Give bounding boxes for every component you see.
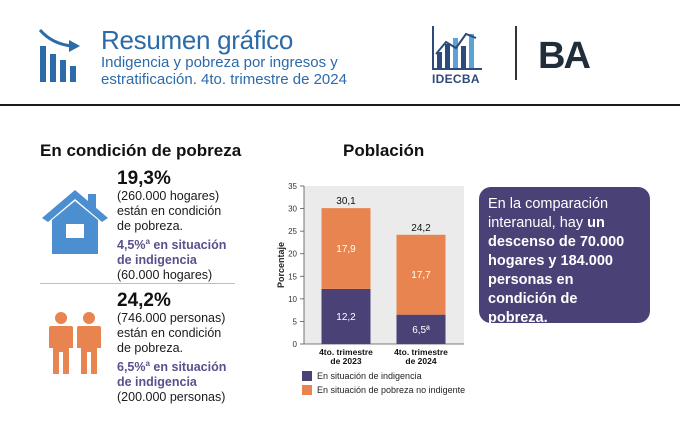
persons-indigence-line2: de indigencia — [117, 375, 197, 390]
bar-value-label: 6,5ª — [412, 325, 430, 336]
households-count: (260.000 hogares) — [117, 189, 220, 203]
ba-logo: BA — [538, 38, 592, 72]
bar-segment-indigence — [321, 288, 371, 344]
households-text-1: están en condición — [117, 204, 222, 218]
persons-text-2: de pobreza. — [117, 341, 184, 355]
persons-indigence-note: a — [145, 359, 150, 368]
bar-value-label: 17,7 — [411, 270, 431, 281]
persons-indigence-text: en situación — [149, 360, 227, 375]
bar-value-label: 12,2 — [336, 312, 356, 323]
persons-indigence: 6,5%a en situación — [117, 356, 257, 375]
y-tick-label: 25 — [288, 227, 297, 236]
persons-count: (746.000 personas) — [117, 311, 226, 325]
legend-label-poverty: En situación de pobreza no indigente — [317, 385, 466, 395]
callout-highlight: un descenso de 70.000 hogares y 184.000 … — [488, 215, 625, 326]
y-tick-label: 30 — [288, 205, 297, 214]
header-divider — [0, 104, 680, 106]
households-indigence-count: (60.000 hogares) — [117, 268, 213, 283]
households-indigence-text: en situación — [149, 238, 227, 253]
y-tick-label: 0 — [293, 340, 298, 349]
households-indigence-line2: de indigencia — [117, 253, 197, 268]
households-percent: 19,3% — [117, 168, 171, 189]
stat-divider — [40, 283, 235, 284]
people-icon — [49, 312, 101, 374]
ba-logo-text: BA — [538, 38, 590, 72]
page-subtitle: Indigencia y pobreza por ingresos y estr… — [101, 54, 347, 88]
persons-percent: 24,2% — [117, 290, 171, 311]
x-tick-label: de 2024 — [405, 356, 436, 366]
logo-divider — [515, 26, 517, 80]
y-axis-label: Porcentaje — [276, 242, 286, 288]
house-icon — [42, 190, 108, 254]
x-tick-label: 4to. trimestre — [319, 347, 373, 357]
header: Resumen gráfico Indigencia y pobreza por… — [0, 0, 680, 104]
bar-value-label: 17,9 — [336, 244, 356, 255]
y-tick-label: 5 — [293, 317, 298, 326]
households-indigence-note: a — [145, 237, 150, 246]
x-tick-label: de 2023 — [330, 356, 361, 366]
persons-text-1: están en condición — [117, 326, 222, 340]
legend-swatch-poverty — [302, 385, 312, 395]
y-tick-label: 15 — [288, 272, 297, 281]
bar-segment-poverty — [396, 234, 446, 315]
persons-stat: 24,2% (746.000 personas) están en condic… — [117, 290, 257, 405]
legend-item-poverty: En situación de pobreza no indigente — [302, 383, 465, 397]
legend-item-indigence: En situación de indigencia — [302, 369, 465, 383]
bar-segment-poverty — [321, 208, 371, 289]
bar-segment-indigence — [396, 314, 446, 344]
idecba-logo-icon — [432, 26, 482, 70]
comparison-callout: En la comparación interanual, hay un des… — [479, 187, 650, 326]
y-tick-label: 10 — [288, 295, 297, 304]
legend-label-indigence: En situación de indigencia — [317, 371, 422, 381]
persons-indigence-value: 6,5% — [117, 360, 146, 375]
households-text-2: de pobreza. — [117, 219, 184, 233]
bar-total-label: 30,1 — [336, 196, 356, 207]
legend-swatch-indigence — [302, 371, 312, 381]
bar-total-label: 24,2 — [411, 223, 431, 234]
idecba-logo-text: IDECBA — [432, 72, 480, 86]
bar-chart-trend-icon — [38, 28, 80, 82]
households-stat: 19,3% (260.000 hogares) están en condici… — [117, 168, 257, 283]
chart-legend: En situación de indigencia En situación … — [302, 369, 465, 397]
page-title: Resumen gráfico — [101, 25, 294, 55]
y-tick-label: 20 — [288, 250, 297, 259]
persons-indigence-count: (200.000 personas) — [117, 390, 226, 405]
households-indigence-value: 4,5% — [117, 238, 146, 253]
stacked-bar-chart: 0 5 10 15 20 25 30 35 Porcentaje 12,2 17,9 30,1 4to.… — [276, 182, 464, 366]
population-section-title: Población — [343, 141, 425, 160]
households-indigence: 4,5%a en situación — [117, 234, 257, 253]
x-tick-label: 4to. trimestre — [394, 347, 448, 357]
y-tick-label: 35 — [288, 182, 297, 191]
poverty-section-title: En condición de pobreza — [40, 141, 242, 160]
callout-text: En la comparación interanual, hay — [488, 196, 609, 231]
